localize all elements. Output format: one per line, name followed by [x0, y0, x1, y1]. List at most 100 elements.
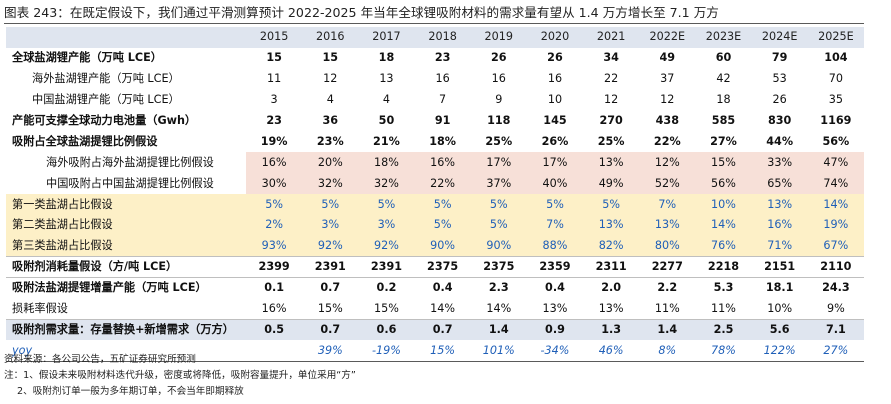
value-cell: 20%: [302, 152, 359, 174]
row-adsorption-share-china: 中国吸附占中国盐湖提锂比例假设 30% 32% 32% 22% 37% 40% 49% 52% 5…: [6, 173, 864, 195]
header-year: 2020: [526, 27, 584, 48]
value-cell: 145: [543, 114, 567, 127]
value-cell: 22: [604, 72, 619, 86]
value-cell: 5%: [470, 215, 527, 236]
value-cell: 49: [659, 51, 676, 65]
value-cell: 27%: [807, 340, 864, 362]
value-cell: 15%: [695, 152, 752, 174]
value-cell: 0.4: [432, 281, 453, 295]
value-cell: 90%: [470, 235, 527, 258]
value-cell: 13%: [583, 152, 640, 174]
header-year: 2019: [470, 27, 527, 48]
value-cell: 5%: [358, 194, 415, 216]
row-label: 吸附剂需求量：存量替换+新增需求（万方）: [6, 319, 247, 341]
value-cell: 47%: [807, 152, 864, 174]
value-cell: 42: [716, 72, 731, 86]
note-2: 2、吸附剂订单一般为多年期订单，不会当年即期释放: [17, 386, 244, 397]
row-label: 海外吸附占海外盐湖提锂比例假设: [6, 152, 247, 174]
value-cell: 14%: [695, 215, 752, 236]
row-label: 中国吸附占中国盐湖提锂比例假设: [6, 173, 247, 195]
value-cell: 17%: [470, 152, 527, 174]
header-year: 2015: [246, 27, 303, 48]
value-cell: 2151: [751, 256, 808, 279]
value-cell: 52%: [639, 173, 696, 195]
value-cell: 14%: [807, 194, 864, 216]
value-cell: 0.2: [376, 281, 397, 295]
value-cell: 118: [487, 114, 511, 127]
value-cell: 2.3: [488, 281, 509, 295]
value-cell: 44%: [766, 134, 794, 148]
value-cell: 7.1: [807, 319, 864, 341]
row-adsorbent-demand: 吸附剂需求量：存量替换+新增需求（万方） 0.5 0.7 0.6 0.7 1.4 0.9 1.…: [6, 319, 864, 341]
row-adsorption-share-global: 吸附占全球盐湖提锂比例假设 19% 23% 21% 18% 25% 26% 25% 22% 27%…: [6, 131, 864, 152]
value-cell: 3: [270, 93, 278, 107]
value-cell: 46%: [583, 340, 640, 362]
value-cell: 1169: [820, 114, 852, 127]
value-cell: 37: [660, 72, 675, 86]
value-cell: 2375: [414, 256, 471, 279]
value-cell: 12: [323, 72, 338, 86]
value-cell: 122%: [751, 340, 808, 362]
value-cell: 25%: [485, 134, 513, 148]
row-label: 吸附法盐湖提锂增量产能（万吨 LCE）: [12, 281, 207, 295]
value-cell: 5%: [526, 194, 584, 216]
figure-title: 图表 243：在既定假设下，我们通过平滑测算预计 2022-2025 年当年全球…: [4, 5, 719, 20]
value-cell: 9%: [807, 298, 864, 321]
value-cell: 2.0: [601, 281, 622, 295]
value-cell: 0.7: [302, 319, 359, 341]
value-cell: 27%: [710, 134, 737, 148]
row-battery-support: 产能可支撑全球动力电池量（Gwh） 23 36 50 91 118 145 270 438 585…: [6, 111, 864, 132]
value-cell: 25%: [597, 134, 625, 148]
value-cell: 82%: [583, 235, 640, 258]
value-cell: 11%: [695, 298, 752, 321]
row-yoy: yoy 39% -19% 15% 101% -34% 46% 8% 78% 122% 27%: [6, 340, 864, 362]
row-label: 全球盐湖锂产能（万吨 LCE）: [12, 51, 162, 65]
value-cell: 91: [434, 114, 451, 127]
value-cell: 8%: [639, 340, 696, 362]
value-cell: -19%: [358, 340, 415, 362]
value-cell: 32%: [358, 173, 415, 195]
value-cell: 26: [491, 51, 507, 65]
value-cell: 0.1: [264, 281, 285, 295]
value-cell: 16: [547, 72, 563, 86]
value-cell: 585: [711, 114, 736, 127]
row-incremental-capacity: 吸附法盐湖提锂增量产能（万吨 LCE） 0.1 0.7 0.2 0.4 2.3 0.4 2.0…: [6, 278, 864, 299]
value-cell: 0.6: [358, 319, 415, 341]
value-cell: 71%: [751, 235, 808, 258]
value-cell: 56%: [695, 173, 752, 195]
value-cell: 30%: [246, 173, 303, 195]
value-cell: 15%: [302, 298, 359, 321]
value-cell: 16%: [751, 215, 808, 236]
row-adsorbent-consumption: 吸附剂消耗量假设（方/吨 LCE） 2399 2391 2391 2375 2375 235…: [6, 256, 864, 279]
row-label: 吸附占全球盐湖提锂比例假设: [12, 134, 158, 148]
value-cell: 104: [824, 51, 848, 65]
row-china-salt-lake-capacity: 中国盐湖锂产能（万吨 LCE） 3 4 4 7 9 10 12 12 18 26 35: [6, 90, 864, 111]
value-cell: 67%: [807, 235, 864, 258]
value-cell: 21%: [373, 134, 400, 148]
value-cell: 0.7: [320, 281, 341, 295]
value-cell: 22%: [653, 134, 681, 148]
value-cell: 3%: [302, 215, 359, 236]
value-cell: 0.9: [526, 319, 584, 341]
value-cell: 0.4: [545, 281, 565, 295]
value-cell: 35: [828, 93, 843, 107]
value-cell: 23%: [316, 134, 344, 148]
value-cell: 50: [378, 114, 395, 127]
value-cell: 60: [715, 51, 732, 65]
row-label: yoy: [6, 340, 247, 362]
row-label: 海外盐湖锂产能（万吨 LCE）: [32, 72, 180, 86]
row-adsorption-share-overseas: 海外吸附占海外盐湖提锂比例假设 16% 20% 18% 16% 17% 17% 13% 12% 1…: [6, 152, 864, 174]
value-cell: 37%: [470, 173, 527, 195]
value-cell: 1.3: [583, 319, 640, 341]
value-cell: 26%: [541, 134, 569, 148]
value-cell: 2375: [470, 256, 527, 279]
row-type2-share: 第二类盐湖占比假设 2% 3% 3% 5% 5% 7% 13% 13% 14% 16% 19%: [6, 215, 864, 236]
header-year: 2022E: [639, 27, 696, 48]
value-cell: -34%: [526, 340, 584, 362]
row-label: 第二类盐湖占比假设: [6, 215, 247, 236]
value-cell: 5%: [583, 194, 640, 216]
header-year: 2023E: [695, 27, 752, 48]
value-cell: 7%: [526, 215, 584, 236]
value-cell: 53: [772, 72, 787, 86]
value-cell: 92%: [358, 235, 415, 258]
